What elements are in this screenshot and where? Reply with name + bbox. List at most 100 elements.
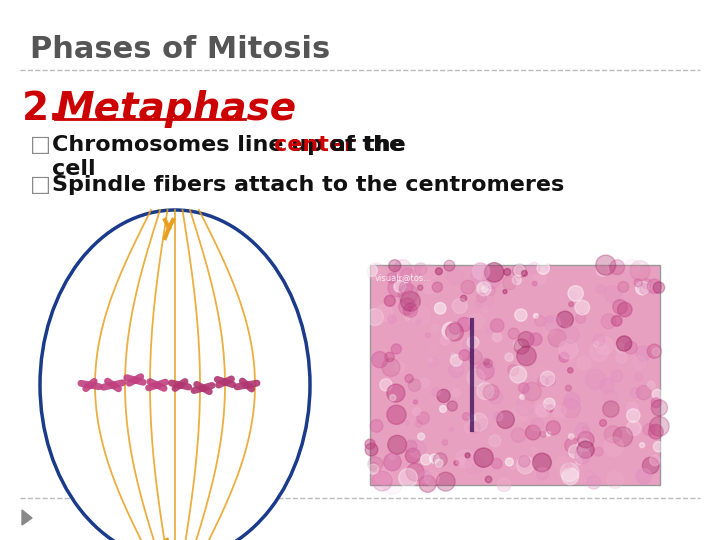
Circle shape [533, 367, 547, 381]
Circle shape [477, 282, 491, 296]
Circle shape [384, 295, 395, 306]
Circle shape [405, 440, 417, 452]
Circle shape [380, 348, 387, 355]
Circle shape [436, 472, 455, 491]
Circle shape [489, 435, 500, 447]
Circle shape [449, 362, 464, 377]
Circle shape [387, 384, 405, 402]
Circle shape [518, 456, 530, 467]
Circle shape [636, 346, 651, 361]
Circle shape [565, 385, 572, 391]
Circle shape [575, 313, 585, 323]
Circle shape [400, 268, 414, 282]
Circle shape [420, 378, 429, 388]
Text: cell: cell [52, 159, 96, 179]
Circle shape [485, 262, 504, 282]
Circle shape [518, 332, 534, 347]
Circle shape [366, 265, 377, 276]
Circle shape [533, 453, 552, 472]
Circle shape [517, 456, 534, 474]
Circle shape [511, 406, 528, 422]
Circle shape [388, 279, 406, 297]
Circle shape [582, 427, 589, 433]
Circle shape [517, 346, 536, 366]
Circle shape [447, 401, 457, 411]
Circle shape [468, 350, 482, 365]
Circle shape [601, 314, 616, 329]
Circle shape [510, 366, 526, 383]
Circle shape [546, 316, 553, 323]
Circle shape [653, 282, 665, 293]
Circle shape [569, 302, 573, 307]
Circle shape [432, 282, 442, 292]
Circle shape [375, 305, 392, 322]
Circle shape [613, 427, 633, 447]
Circle shape [465, 453, 470, 458]
Bar [370, 265, 660, 485]
Circle shape [435, 459, 443, 467]
Circle shape [400, 281, 413, 295]
Circle shape [492, 333, 502, 342]
Circle shape [634, 279, 642, 287]
Circle shape [372, 352, 388, 368]
Circle shape [405, 316, 410, 320]
Circle shape [604, 286, 621, 303]
Circle shape [368, 464, 379, 474]
Circle shape [482, 271, 500, 289]
Circle shape [647, 344, 662, 359]
Circle shape [519, 348, 532, 361]
Circle shape [636, 281, 649, 295]
Circle shape [576, 458, 582, 465]
Circle shape [593, 334, 605, 346]
Circle shape [492, 458, 502, 469]
Circle shape [559, 340, 578, 359]
Circle shape [428, 357, 438, 367]
Circle shape [452, 389, 460, 397]
Circle shape [545, 264, 552, 271]
Circle shape [430, 454, 439, 463]
Circle shape [405, 374, 413, 383]
Circle shape [482, 306, 488, 313]
Circle shape [463, 338, 477, 353]
Circle shape [391, 344, 401, 354]
Circle shape [569, 434, 574, 439]
Circle shape [409, 440, 426, 457]
Circle shape [531, 418, 544, 431]
Circle shape [433, 453, 447, 467]
Circle shape [649, 455, 660, 465]
Circle shape [388, 435, 407, 454]
Circle shape [626, 402, 639, 415]
Circle shape [437, 389, 450, 402]
Circle shape [626, 409, 640, 422]
Circle shape [638, 356, 648, 366]
Circle shape [368, 457, 383, 471]
Circle shape [370, 463, 377, 470]
Circle shape [600, 420, 606, 427]
Circle shape [505, 458, 513, 466]
Circle shape [652, 389, 662, 399]
Circle shape [461, 280, 474, 294]
Circle shape [477, 419, 490, 431]
Circle shape [593, 341, 599, 347]
Circle shape [562, 326, 579, 343]
Circle shape [477, 362, 494, 380]
Circle shape [370, 420, 383, 432]
Circle shape [465, 456, 484, 474]
Circle shape [634, 373, 643, 381]
Circle shape [408, 306, 413, 311]
Circle shape [564, 393, 580, 408]
Circle shape [521, 271, 527, 276]
Circle shape [523, 386, 532, 395]
Circle shape [452, 299, 467, 313]
Circle shape [389, 454, 395, 460]
Circle shape [536, 404, 549, 417]
Circle shape [587, 476, 600, 489]
Circle shape [415, 420, 423, 427]
Circle shape [467, 369, 485, 387]
Circle shape [546, 326, 554, 334]
Circle shape [467, 336, 479, 348]
Circle shape [413, 408, 420, 415]
Circle shape [544, 398, 555, 409]
Circle shape [540, 431, 546, 437]
Circle shape [532, 281, 537, 286]
